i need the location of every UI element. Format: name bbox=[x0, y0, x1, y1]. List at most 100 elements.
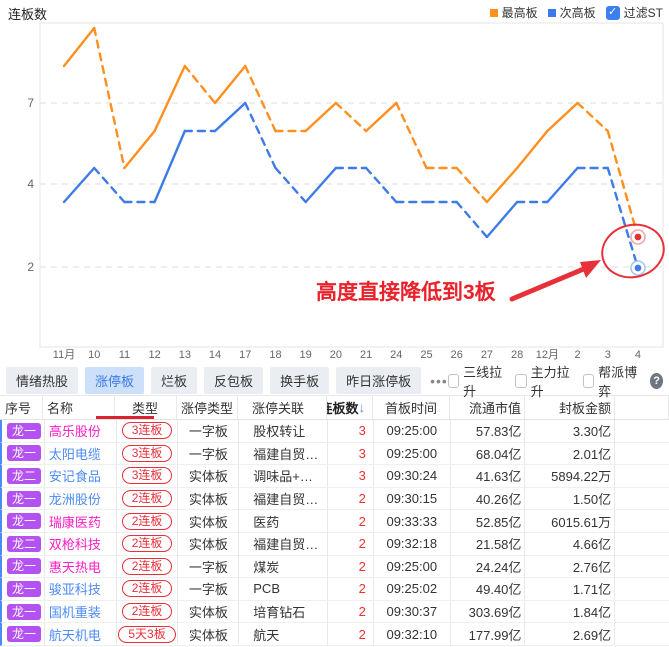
series-segment-最高板 bbox=[576, 101, 609, 133]
filter-三线拉升[interactable]: 三线拉升 bbox=[447, 362, 504, 400]
series-segment-次高板 bbox=[274, 166, 307, 204]
x-tick-label: 28 bbox=[511, 349, 523, 361]
stock-name-cell[interactable]: 骏亚科技 bbox=[45, 578, 117, 600]
board-count-cell: 2 bbox=[328, 510, 374, 532]
stock-name-cell[interactable]: 航天机电 bbox=[45, 623, 117, 645]
end-marker-dot bbox=[634, 264, 642, 272]
rank-cell: 龙二 bbox=[2, 465, 45, 487]
table-row[interactable]: 龙一 惠天热电 2连板 一字板 煤炭 2 09:25:00 24.24亿 2.76亿 bbox=[0, 555, 669, 579]
series-segment-最高板 bbox=[213, 64, 247, 105]
board-type-cell: 3连板 bbox=[117, 465, 179, 487]
tab-情绪热股[interactable]: 情绪热股 bbox=[6, 367, 79, 394]
column-header-类型[interactable]: 类型 bbox=[115, 396, 177, 419]
stock-name-cell[interactable]: 瑞康医药 bbox=[45, 510, 117, 532]
stock-name[interactable]: 太阳电缆 bbox=[48, 446, 101, 462]
table-row[interactable]: 龙一 高乐股份 3连板 一字板 股权转让 3 09:25:00 57.83亿 3.30亿 bbox=[0, 420, 669, 443]
tab-烂板[interactable]: 烂板 bbox=[151, 367, 198, 394]
table-row[interactable]: 龙一 龙洲股份 2连板 实体板 福建自贸… 2 09:30:15 40.26亿 1.50亿 bbox=[0, 487, 669, 511]
stock-name[interactable]: 高乐股份 bbox=[48, 424, 101, 440]
dragon-rank-badge: 龙一 bbox=[7, 603, 42, 620]
limit-type-cell: 实体板 bbox=[178, 600, 240, 623]
checkbox[interactable] bbox=[515, 373, 527, 388]
table-row[interactable]: 龙一 瑞康医药 2连板 实体板 医药 2 09:33:33 52.85亿 6015.61万 bbox=[0, 510, 669, 533]
tab-反包板[interactable]: 反包板 bbox=[204, 367, 264, 394]
rank-cell: 龙一 bbox=[2, 623, 45, 645]
consecutive-board-badge: 5天3板 bbox=[118, 625, 176, 643]
end-marker-dot bbox=[634, 233, 642, 241]
stock-name[interactable]: 瑞康医药 bbox=[48, 514, 101, 530]
rank-cell: 龙一 bbox=[2, 510, 45, 532]
stock-name[interactable]: 骏亚科技 bbox=[48, 582, 101, 598]
tab-换手板[interactable]: 换手板 bbox=[270, 367, 330, 394]
spacer-cell bbox=[615, 533, 669, 555]
filter-st-checkbox[interactable]: ✓ bbox=[605, 5, 620, 20]
dragon-rank-badge: 龙一 bbox=[7, 580, 42, 597]
consecutive-board-badge: 3连板 bbox=[121, 444, 173, 462]
rank-cell: 龙一 bbox=[2, 442, 45, 465]
table-row[interactable]: 龙一 骏亚科技 2连板 一字板 PCB 2 09:25:02 49.40亿 1.71亿 bbox=[0, 578, 669, 601]
checkbox-label: 主力拉升 bbox=[530, 364, 570, 399]
spacer-cell bbox=[615, 623, 669, 645]
market-cap-cell: 41.63亿 bbox=[451, 465, 526, 487]
x-tick-label: 19 bbox=[300, 349, 312, 361]
series-segment-最高板 bbox=[395, 101, 428, 170]
stock-name-cell[interactable]: 安记食品 bbox=[45, 465, 117, 487]
stock-name[interactable]: 龙洲股份 bbox=[48, 492, 101, 508]
table-row[interactable]: 龙一 航天机电 5天3板 实体板 航天 2 09:32:10 177.99亿 2.69亿 bbox=[0, 623, 669, 646]
stock-name-cell[interactable]: 龙洲股份 bbox=[45, 487, 117, 510]
limit-type-cell: 一字板 bbox=[178, 555, 240, 578]
tab-bar: 情绪热股 涨停板 烂板 反包板 换手板 昨日涨停板 ••• 三线拉升 主力拉升 帮派博弈? bbox=[0, 365, 669, 399]
stock-name-cell[interactable]: 双枪科技 bbox=[45, 532, 117, 555]
line-chart: 7 4 2 11月 10 11 12 13 14 17 18 19 20 21 24 25 26 27 28 12月 2… bbox=[0, 22, 669, 362]
market-cap-cell: 303.69亿 bbox=[451, 600, 526, 623]
stock-name-cell[interactable]: 国机重装 bbox=[45, 600, 117, 623]
column-header-首板时间: 首板时间 bbox=[373, 396, 450, 419]
filter-st-toggle[interactable]: ✓ 过滤ST bbox=[605, 4, 663, 21]
first-board-time-cell: 09:25:00 bbox=[374, 420, 451, 442]
table-row[interactable]: 龙一 国机重装 2连板 实体板 培育钻石 2 09:30:37 303.69亿 1.84亿 bbox=[0, 600, 669, 624]
relation-cell: 股权转让 bbox=[239, 420, 329, 442]
series-segment-次高板 bbox=[304, 166, 338, 204]
seal-amount-cell: 1.50亿 bbox=[525, 487, 616, 510]
help-icon[interactable]: ? bbox=[650, 372, 663, 389]
y-tick-label: 4 bbox=[27, 177, 34, 191]
limit-type-cell: 一字板 bbox=[178, 442, 240, 465]
limit-type-cell: 实体板 bbox=[178, 510, 240, 532]
stock-name[interactable]: 安记食品 bbox=[48, 469, 101, 485]
legend-item-second-board[interactable]: 次高板 bbox=[547, 4, 596, 21]
annotation-arrow-shaft bbox=[509, 265, 589, 302]
first-board-time-cell: 09:25:00 bbox=[374, 442, 451, 465]
series-segment-最高板 bbox=[244, 64, 277, 133]
stock-name-cell[interactable]: 惠天热电 bbox=[45, 555, 117, 578]
y-tick-label: 2 bbox=[27, 260, 34, 274]
legend-item-max-board[interactable]: 最高板 bbox=[489, 4, 538, 21]
tab-涨停板[interactable]: 涨停板 bbox=[85, 367, 145, 394]
filter-帮派博弈[interactable]: 帮派博弈 bbox=[582, 362, 639, 400]
stock-name[interactable]: 航天机电 bbox=[48, 627, 101, 643]
x-tick-label: 26 bbox=[451, 349, 463, 361]
tab-昨日涨停板[interactable]: 昨日涨停板 bbox=[336, 367, 422, 394]
seal-amount-cell: 2.01亿 bbox=[525, 442, 616, 465]
consecutive-board-badge: 3连板 bbox=[121, 467, 173, 485]
series-segment-次高板 bbox=[546, 166, 579, 204]
column-header-连板数[interactable]: 连板数↓ bbox=[327, 396, 373, 419]
table-row[interactable]: 龙一 太阳电缆 3连板 一字板 福建自贸… 3 09:25:00 68.04亿 2.01亿 bbox=[0, 442, 669, 466]
stock-name[interactable]: 惠天热电 bbox=[48, 559, 101, 575]
first-board-time-cell: 09:32:18 bbox=[374, 532, 451, 555]
tabs-more-button[interactable]: ••• bbox=[430, 372, 448, 389]
column-header-序号: 序号 bbox=[0, 396, 43, 419]
x-tick-label: 14 bbox=[209, 349, 221, 361]
table-row[interactable]: 龙二 双枪科技 2连板 实体板 福建自贸… 2 09:32:18 21.58亿 4.66亿 bbox=[0, 532, 669, 556]
table-row[interactable]: 龙二 安记食品 3连板 实体板 调味品+… 3 09:30:24 41.63亿 5894.22万 bbox=[0, 465, 669, 488]
market-cap-cell: 40.26亿 bbox=[451, 487, 526, 510]
filter-主力拉升[interactable]: 主力拉升 bbox=[515, 362, 571, 400]
stock-name-cell[interactable]: 太阳电缆 bbox=[45, 442, 117, 465]
consecutive-board-badge: 2连板 bbox=[121, 490, 173, 508]
checkbox[interactable] bbox=[447, 373, 460, 388]
stock-name[interactable]: 国机重装 bbox=[48, 605, 101, 621]
stock-name-cell[interactable]: 高乐股份 bbox=[45, 420, 117, 442]
x-tick-label: 12 bbox=[149, 349, 161, 361]
spacer-cell bbox=[615, 488, 669, 510]
stock-name[interactable]: 双枪科技 bbox=[48, 537, 101, 553]
checkbox[interactable] bbox=[582, 373, 595, 388]
